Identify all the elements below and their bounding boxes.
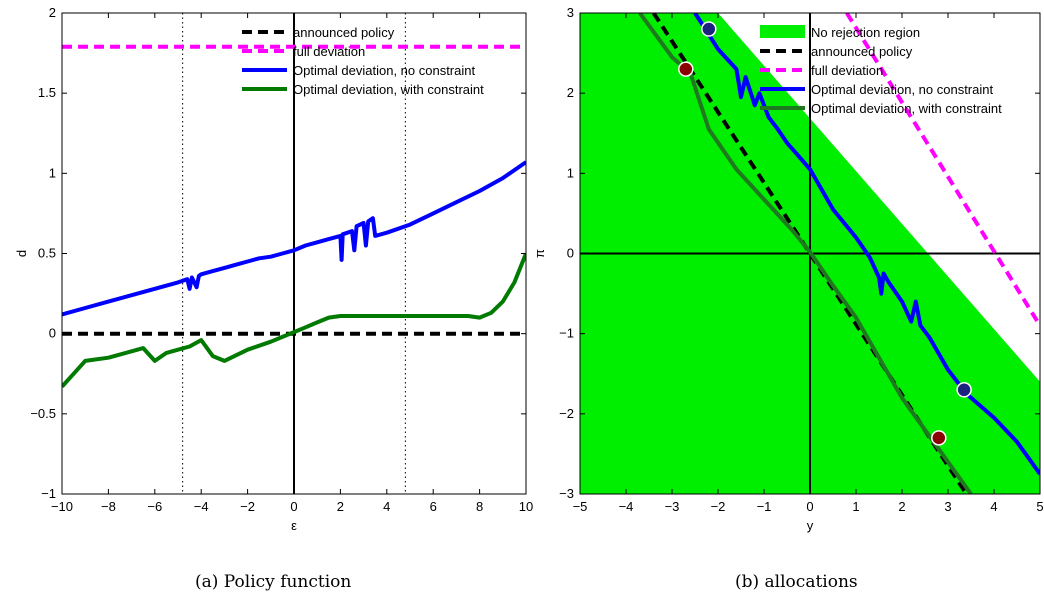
x-tick-label: 3 [944, 499, 951, 514]
y-tick-label: −2 [559, 406, 574, 421]
y-tick-label: 0.5 [38, 246, 56, 261]
x-tick-label: −5 [573, 499, 588, 514]
caption-policy-function: (a) Policy function [195, 572, 352, 592]
caption-allocations: (b) allocations [735, 572, 858, 592]
x-tick-label: 0 [806, 499, 813, 514]
x-tick-label: −1 [757, 499, 772, 514]
y-tick-label: −1 [41, 486, 56, 501]
legend-label-announced-policy: announced policy [293, 25, 395, 40]
legend-label-optimal-deviation-no-constraint: Optimal deviation, no constraint [811, 82, 993, 97]
chart-allocations: −5 −4 −3 −2 −1 0 1 2 3 4 5 −3 −2 −1 0 1 2 3 y π No rejection… [532, 5, 1044, 533]
x-tick-label: 4 [990, 499, 997, 514]
legend-label-no-rejection-region: No rejection region [811, 25, 920, 40]
legend: No rejection region announced policy full … [760, 25, 1002, 116]
series-line-full-deviation [845, 13, 1040, 327]
legend-label-optimal-deviation-with-constraint: Optimal deviation, with constraint [293, 82, 484, 97]
marker-point-0 [701, 21, 717, 37]
chart-policy-function: −10 −8 −6 −4 −2 0 2 4 6 8 10 −1 −0.5 0 0.5 1 1.5 2 ε d annou… [14, 5, 533, 533]
y-tick-label: 1 [567, 165, 574, 180]
marker-point-3 [931, 430, 947, 446]
x-tick-label: 2 [337, 499, 344, 514]
legend-label-full-deviation: full deviation [811, 63, 883, 78]
marker-point-1 [956, 382, 972, 398]
x-tick-label: 0 [290, 499, 297, 514]
y-tick-label: 0 [567, 246, 574, 261]
legend-label-announced-policy: announced policy [811, 44, 913, 59]
y-tick-label: 1.5 [38, 85, 56, 100]
legend-swatch-no-rejection-region [760, 25, 805, 38]
y-tick-label: 0 [49, 326, 56, 341]
x-tick-label: 6 [430, 499, 437, 514]
series-line-optimal-deviation-with-constraint [638, 13, 973, 494]
x-axis-label: ε [291, 518, 297, 533]
legend: announced policy full deviation Optimal de… [242, 25, 484, 97]
y-tick-label: −1 [559, 326, 574, 341]
x-tick-label: −4 [194, 499, 209, 514]
x-tick-label: −2 [240, 499, 255, 514]
x-axis-label: y [807, 518, 814, 533]
y-tick-label: 1 [49, 165, 56, 180]
marker-point-2 [678, 61, 694, 77]
plot-area [62, 13, 526, 494]
x-tick-label: 2 [898, 499, 905, 514]
series-line-optimal-deviation-no-constraint [693, 13, 1040, 476]
plot-area [580, 13, 1040, 494]
y-tick-label: 2 [49, 5, 56, 20]
y-axis-label: d [14, 250, 29, 257]
x-tick-label: 8 [476, 499, 483, 514]
x-tick-label: −2 [711, 499, 726, 514]
x-tick-label: −4 [619, 499, 634, 514]
x-tick-label: −6 [147, 499, 162, 514]
legend-label-optimal-deviation-no-constraint: Optimal deviation, no constraint [293, 63, 475, 78]
x-tick-label: −3 [665, 499, 680, 514]
x-tick-label: 5 [1036, 499, 1043, 514]
y-tick-label: −3 [559, 486, 574, 501]
x-tick-label: −10 [51, 499, 73, 514]
legend-label-optimal-deviation-with-constraint: Optimal deviation, with constraint [811, 101, 1002, 116]
x-tick-label: 10 [519, 499, 533, 514]
series-line-optimal-deviation-with-constraint [62, 252, 526, 388]
legend-label-full-deviation: full deviation [293, 44, 365, 59]
series-line-optimal-deviation-no-constraint [62, 160, 526, 317]
y-tick-label: 3 [567, 5, 574, 20]
y-axis-label: π [532, 249, 547, 258]
x-tick-label: −8 [101, 499, 116, 514]
x-tick-label: 4 [383, 499, 390, 514]
x-tick-label: 1 [852, 499, 859, 514]
y-tick-label: −0.5 [30, 406, 56, 421]
y-tick-label: 2 [567, 85, 574, 100]
